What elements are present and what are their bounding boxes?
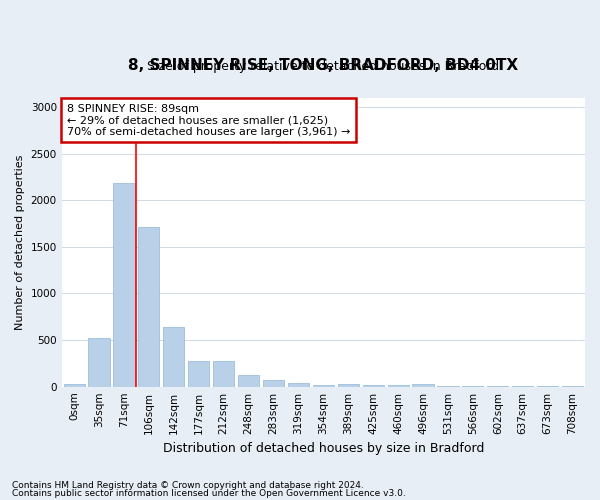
Bar <box>64 384 85 386</box>
Text: Contains HM Land Registry data © Crown copyright and database right 2024.: Contains HM Land Registry data © Crown c… <box>12 481 364 490</box>
X-axis label: Distribution of detached houses by size in Bradford: Distribution of detached houses by size … <box>163 442 484 455</box>
Bar <box>113 184 134 386</box>
Bar <box>238 376 259 386</box>
Bar <box>263 380 284 386</box>
Text: 8 SPINNEY RISE: 89sqm
← 29% of detached houses are smaller (1,625)
70% of semi-d: 8 SPINNEY RISE: 89sqm ← 29% of detached … <box>67 104 350 136</box>
Text: Contains public sector information licensed under the Open Government Licence v3: Contains public sector information licen… <box>12 488 406 498</box>
Y-axis label: Number of detached properties: Number of detached properties <box>15 154 25 330</box>
Bar <box>188 360 209 386</box>
Bar <box>288 383 309 386</box>
Text: 8, SPINNEY RISE, TONG, BRADFORD, BD4 0TX: 8, SPINNEY RISE, TONG, BRADFORD, BD4 0TX <box>128 58 518 73</box>
Bar <box>213 360 234 386</box>
Bar <box>88 338 110 386</box>
Bar <box>338 384 359 386</box>
Bar <box>313 385 334 386</box>
Bar <box>412 384 434 386</box>
Bar <box>163 328 184 386</box>
Bar <box>138 228 160 386</box>
Title: Size of property relative to detached houses in Bradford: Size of property relative to detached ho… <box>147 60 499 73</box>
